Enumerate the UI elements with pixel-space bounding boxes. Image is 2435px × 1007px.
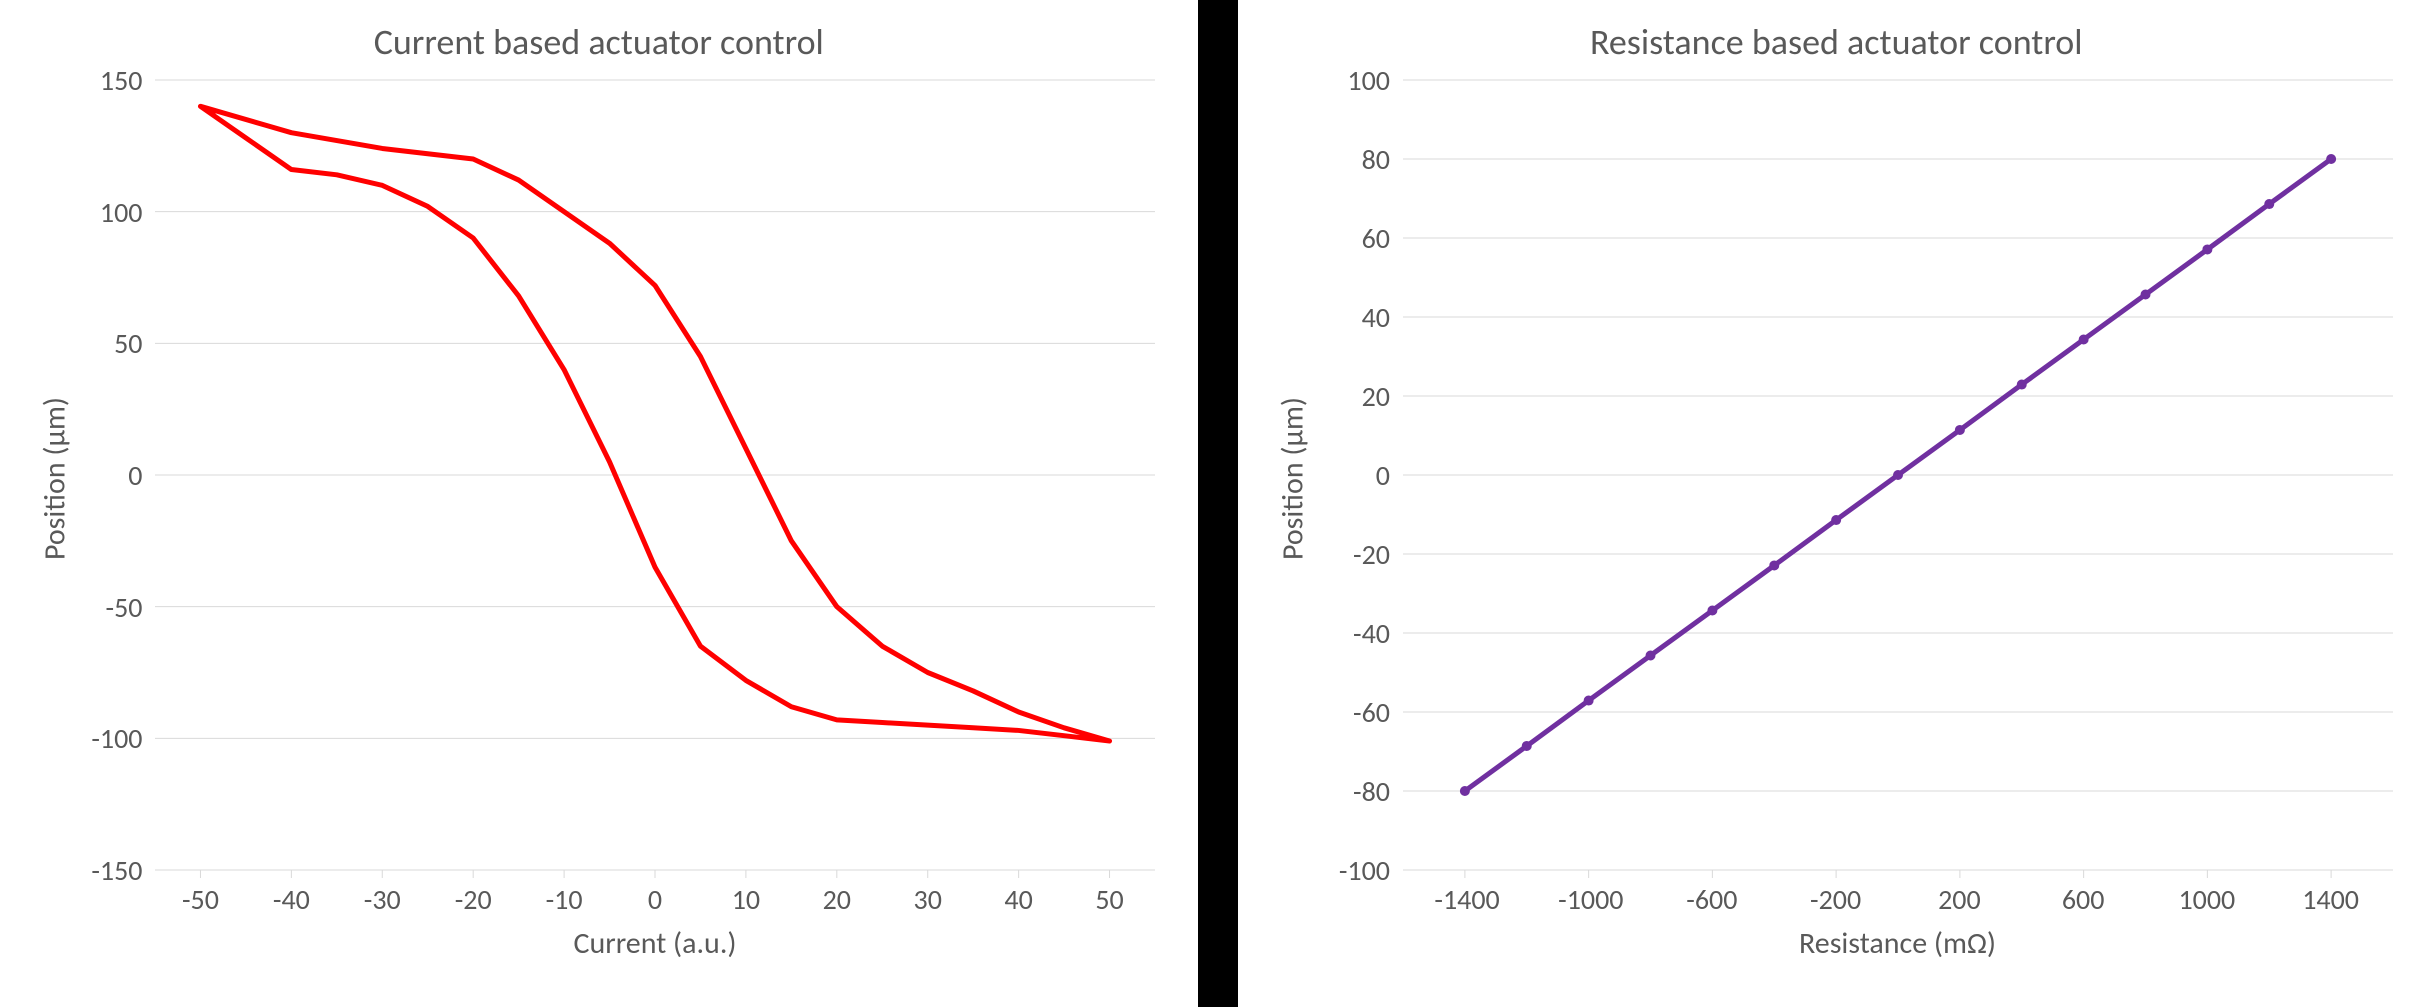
xtick-label: -10 [534,882,594,917]
chart-left-plot [155,80,1155,870]
ytick-label: -150 [91,853,142,888]
ytick-label: -40 [1353,616,1390,651]
xtick-label: 0 [625,882,685,917]
xtick-label: 40 [989,882,1049,917]
ytick-label: -20 [1353,537,1390,572]
marker [2016,380,2026,390]
chart-right-title: Resistance based actuator control [1238,20,2435,64]
marker [2078,335,2088,345]
ytick-label: -60 [1353,695,1390,730]
xtick-label: -1000 [1558,882,1618,917]
chart-right-plot [1403,80,2393,870]
ytick-label: 40 [1362,300,1390,335]
ytick-label: 60 [1362,221,1390,256]
xtick-label: -1400 [1434,882,1494,917]
marker [1893,470,1903,480]
xtick-label: 600 [2053,882,2113,917]
xtick-label: 50 [1080,882,1140,917]
chart-left-title: Current based actuator control [0,20,1198,64]
chart-right-panel: Resistance based actuator control Positi… [1238,0,2435,1007]
xtick-label: 1400 [2301,882,2361,917]
xtick-label: 20 [807,882,867,917]
marker [1583,696,1593,706]
ytick-label: 0 [1376,458,1390,493]
chart-left-ylabel: Position (µm) [37,379,74,579]
xtick-label: -20 [443,882,503,917]
ytick-label: 150 [100,63,143,98]
xtick-label: -200 [1806,882,1866,917]
marker [2326,154,2336,164]
ytick-label: 100 [100,195,143,230]
ytick-label: -50 [106,590,143,625]
xtick-label: 10 [716,882,776,917]
xtick-label: 30 [898,882,958,917]
marker [1769,560,1779,570]
marker [2202,244,2212,254]
ytick-label: 50 [114,326,142,361]
marker [1831,515,1841,525]
xtick-label: 200 [1929,882,1989,917]
ytick-label: -100 [91,721,142,756]
marker [1954,425,1964,435]
series-hysteresis-loop [200,106,1109,741]
marker [1521,741,1531,751]
marker [2264,199,2274,209]
marker [1645,651,1655,661]
chart-left-xlabel: Current (a.u.) [155,925,1155,962]
xtick-label: -50 [170,882,230,917]
xtick-label: -40 [261,882,321,917]
ytick-label: -80 [1353,774,1390,809]
ytick-label: 80 [1362,142,1390,177]
ytick-label: 20 [1362,379,1390,414]
chart-right-ylabel: Position (µm) [1274,379,1311,579]
xtick-label: -30 [352,882,412,917]
ytick-label: 0 [128,458,142,493]
marker [1707,605,1717,615]
ytick-label: 100 [1347,63,1390,98]
xtick-label: 1000 [2177,882,2237,917]
ytick-label: -100 [1339,853,1390,888]
chart-right-xlabel: Resistance (mΩ) [1403,925,2393,962]
xtick-label: -600 [1682,882,1742,917]
marker [1459,786,1469,796]
chart-left-panel: Current based actuator control Position … [0,0,1198,1007]
marker [2140,289,2150,299]
